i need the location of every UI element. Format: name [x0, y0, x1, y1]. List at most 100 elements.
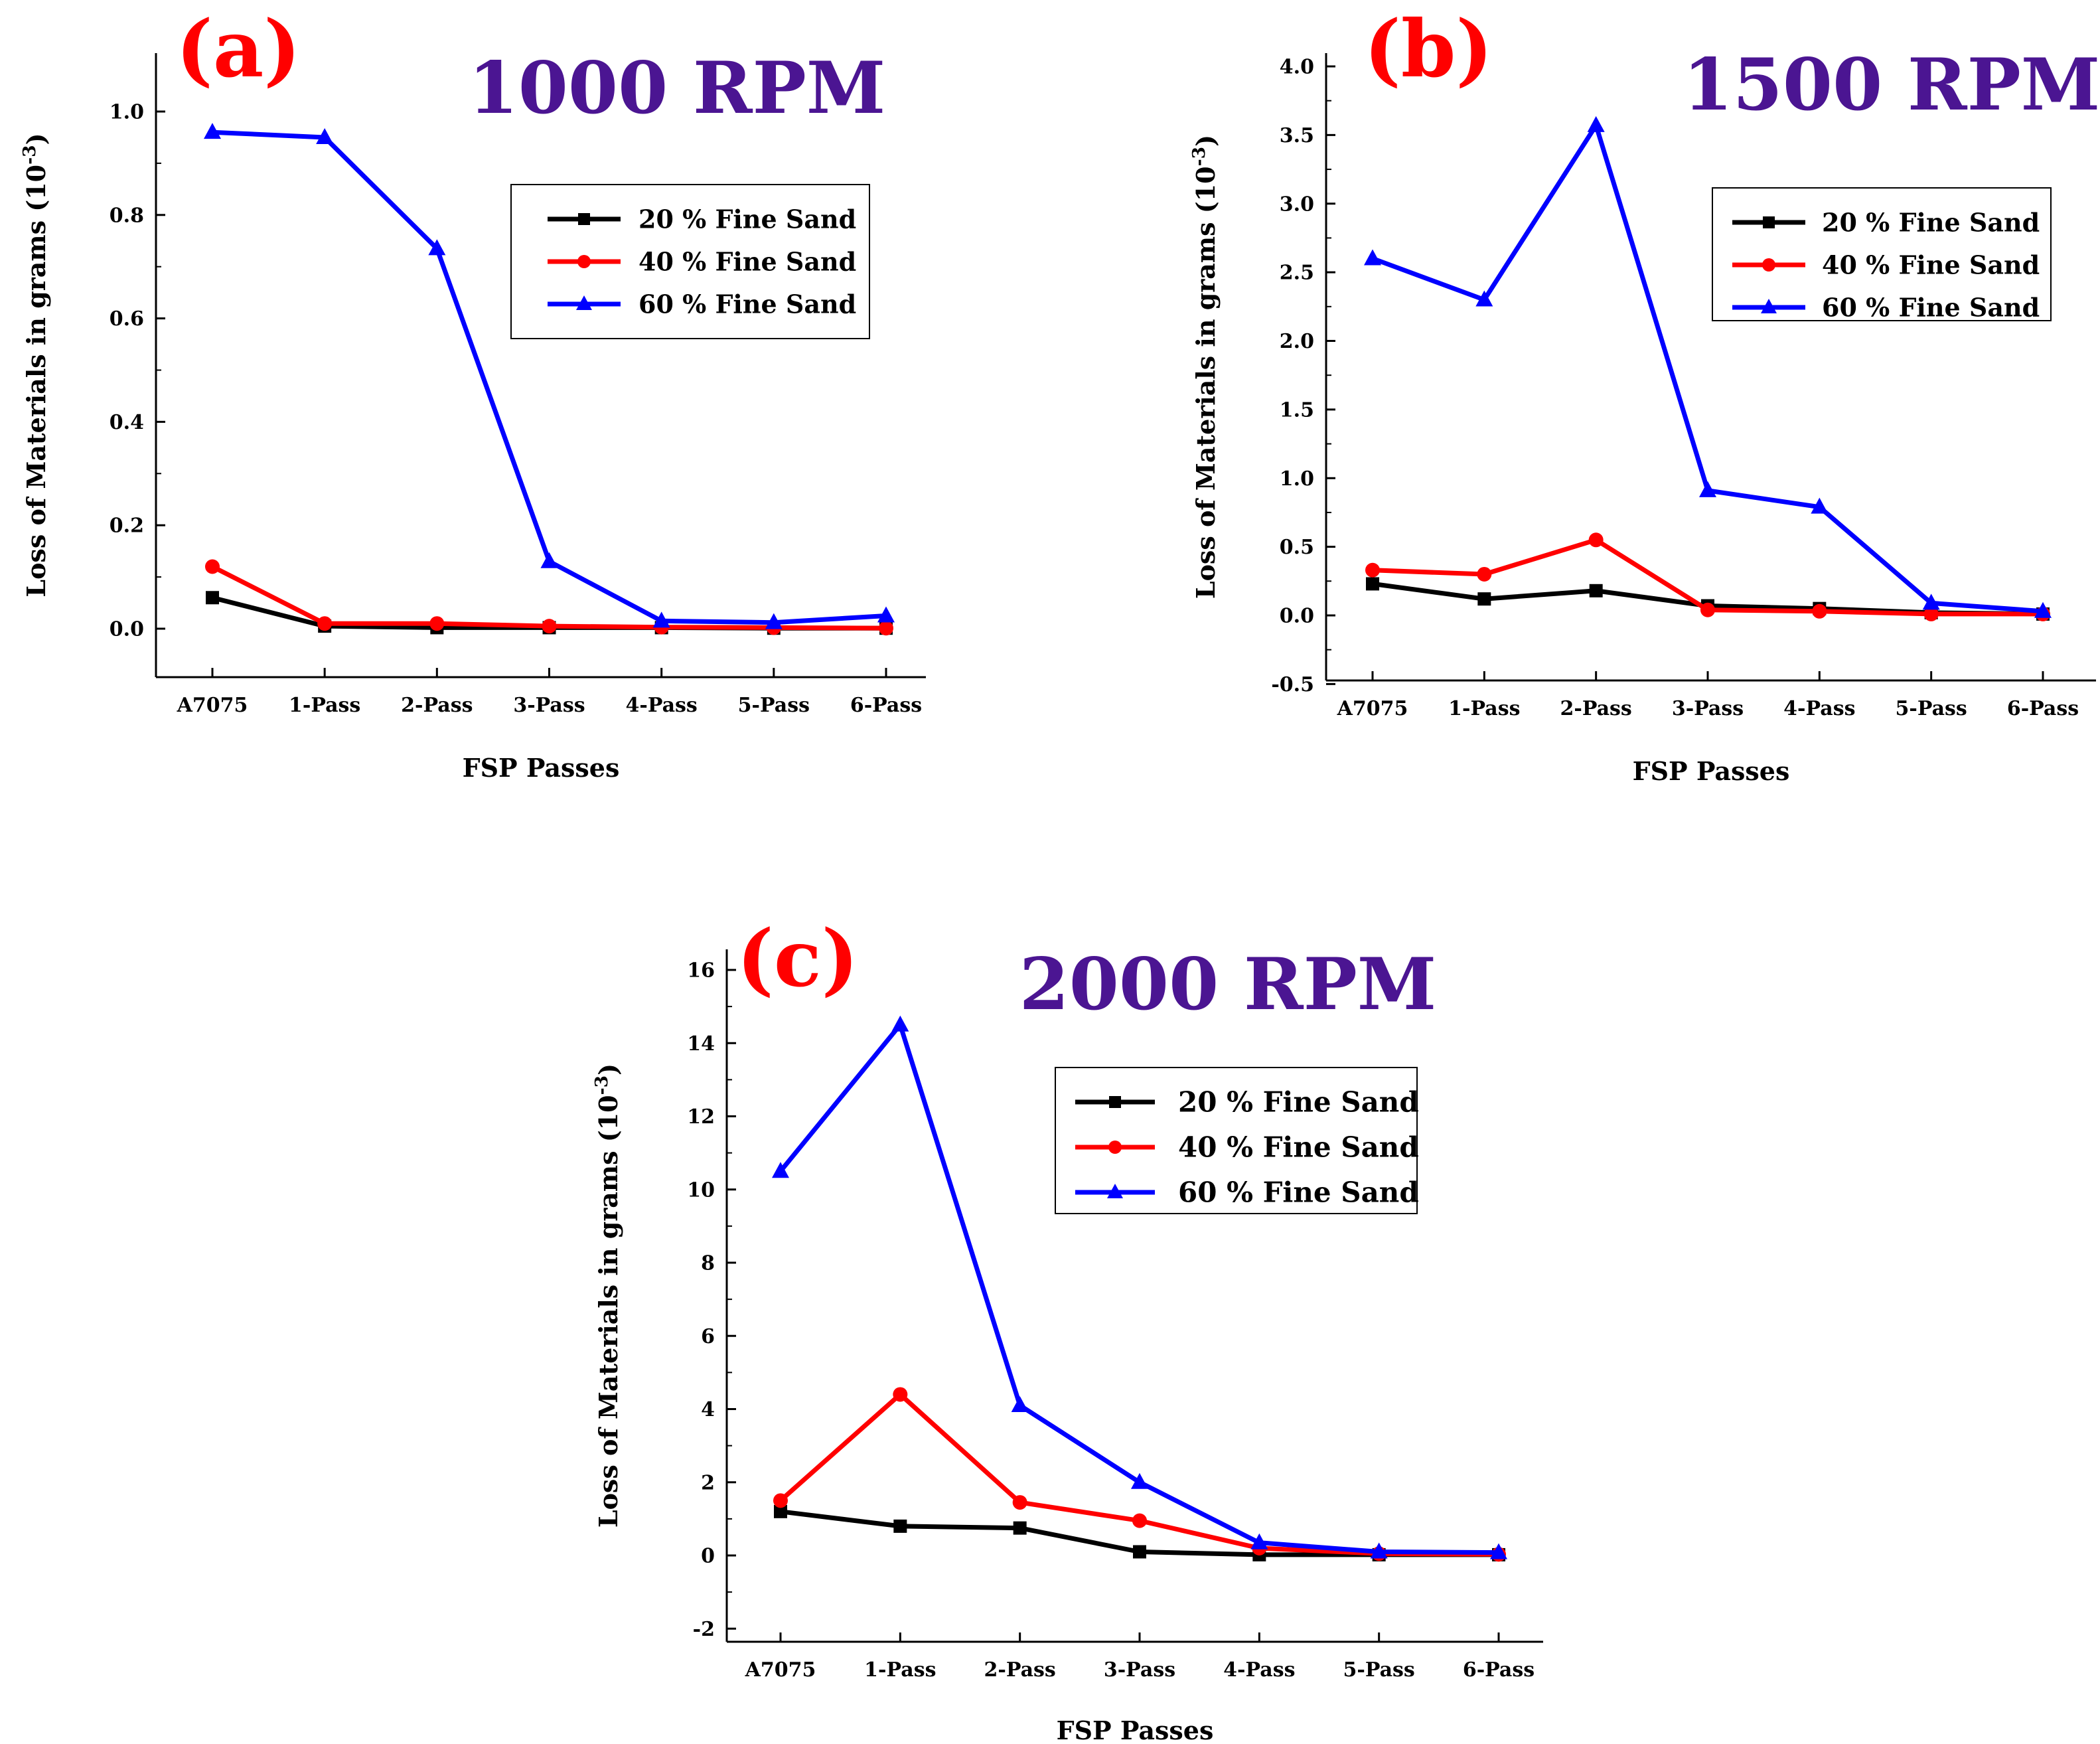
- panel-label: (b): [1364, 3, 1493, 95]
- data-point-circle: [429, 616, 445, 631]
- legend-marker-square: [1763, 216, 1775, 228]
- data-point-square: [206, 591, 219, 605]
- x-tick-label: 6-Pass: [1463, 1658, 1535, 1682]
- data-point-circle: [1477, 566, 1492, 582]
- y-axis-title-close: ): [1191, 135, 1221, 147]
- x-tick-label: 3-Pass: [1104, 1658, 1175, 1682]
- y-axis-title-close: ): [593, 1064, 623, 1075]
- legend-marker-circle: [1762, 258, 1775, 272]
- x-tick-label: 2-Pass: [984, 1658, 1056, 1682]
- x-tick-label: 4-Pass: [1223, 1658, 1295, 1682]
- y-tick-label: -0.5: [1271, 673, 1314, 696]
- y-tick-label: 0.4: [110, 411, 144, 434]
- data-point-circle: [1588, 532, 1604, 548]
- y-tick-label: 4: [701, 1398, 715, 1421]
- x-tick-label: 1-Pass: [289, 694, 360, 717]
- data-point-triangle: [877, 606, 895, 623]
- data-point-circle: [1012, 1495, 1027, 1510]
- x-tick-label: A7075: [177, 694, 248, 717]
- y-axis-title-text: Loss of Materials in grams (10: [593, 1095, 623, 1528]
- y-axis-title-text: Loss of Materials in grams (10: [1191, 166, 1221, 599]
- legend-marker-circle: [577, 255, 591, 268]
- x-tick-label: 6-Pass: [850, 694, 922, 717]
- legend-marker-square: [1109, 1096, 1121, 1108]
- data-point-triangle: [1370, 1542, 1388, 1559]
- legend-label-1: 20 % Fine Sand: [1178, 1086, 1419, 1119]
- y-tick-label: 2.0: [1280, 330, 1314, 353]
- data-point-square: [1366, 577, 1379, 591]
- data-point-triangle: [652, 611, 670, 628]
- y-tick-label: 0.8: [110, 204, 144, 227]
- data-point-triangle: [765, 613, 783, 629]
- y-tick-label: 1.0: [1280, 467, 1314, 491]
- data-point-triangle: [1131, 1472, 1148, 1489]
- data-point-triangle: [1490, 1543, 1507, 1559]
- data-point-triangle: [1811, 497, 1829, 514]
- data-point-triangle: [204, 123, 221, 139]
- x-axis-title: FSP Passes: [1057, 1715, 1214, 1744]
- x-tick-label: 6-Pass: [2007, 697, 2079, 720]
- x-tick-label: 5-Pass: [1896, 697, 1967, 720]
- legend-label-3: 60 % Fine Sand: [1178, 1176, 1419, 1209]
- y-axis-title: Loss of Materials in grams (10-3): [1189, 135, 1221, 599]
- data-point-triangle: [1699, 481, 1716, 497]
- y-tick-label: 0.0: [1280, 605, 1314, 628]
- legend-label-3: 60 % Fine Sand: [1822, 292, 2040, 322]
- y-axis-title-close: ): [21, 133, 51, 145]
- legend-marker-circle: [1108, 1141, 1122, 1154]
- panel-a: 0.0 0.2 0.4 0.6 0.8 1.0 A7075 1-Pass 2-Pass 3-Pas…: [19, 3, 926, 783]
- data-point-square: [1589, 584, 1603, 597]
- y-tick-label: 2.5: [1280, 262, 1314, 285]
- legend-label-3: 60 % Fine Sand: [638, 289, 856, 319]
- y-tick-label: 1.5: [1280, 398, 1314, 422]
- legend-label-1: 20 % Fine Sand: [638, 204, 856, 234]
- y-tick-label: 16: [687, 959, 715, 983]
- y-axis-title: Loss of Materials in grams (10-3): [19, 133, 51, 597]
- legend-marker-triangle: [576, 295, 592, 310]
- x-tick-label: A7075: [1337, 697, 1408, 720]
- data-point-triangle: [316, 127, 334, 144]
- data-point-circle: [1132, 1513, 1147, 1528]
- data-point-triangle: [1922, 594, 1940, 610]
- y-axis-title-exponent: -3: [1189, 147, 1209, 167]
- x-axis-title: FSP Passes: [1633, 756, 1790, 786]
- y-tick-label: 0: [701, 1545, 715, 1568]
- panel-label: (a): [176, 3, 301, 95]
- y-tick-label: 10: [687, 1178, 715, 1202]
- y-tick-label: 12: [687, 1105, 715, 1129]
- legend-label-2: 40 % Fine Sand: [638, 246, 856, 276]
- x-tick-label: 5-Pass: [738, 694, 810, 717]
- data-point-square: [1013, 1521, 1027, 1535]
- y-tick-label: 14: [687, 1032, 715, 1056]
- x-axis-title: FSP Passes: [463, 753, 620, 783]
- data-point-triangle: [1250, 1533, 1268, 1549]
- data-point-triangle: [2034, 601, 2052, 618]
- y-tick-label: 8: [701, 1252, 715, 1275]
- data-point-circle: [893, 1387, 908, 1402]
- x-tick-label: A7075: [745, 1658, 816, 1682]
- y-tick-label: 3.5: [1280, 124, 1314, 147]
- legend-label-2: 40 % Fine Sand: [1822, 250, 2040, 279]
- data-point-triangle: [772, 1162, 789, 1178]
- y-tick-label: 0.5: [1280, 536, 1314, 559]
- panel-b: -0.5 0.0 0.5 1.0 1.5 2.0 2.5 3.0 3.5 4.0 A7075 1-Pa…: [1189, 3, 2100, 786]
- y-axis-title-exponent: -3: [591, 1075, 612, 1095]
- data-point-square: [893, 1519, 907, 1533]
- data-point-circle: [317, 616, 333, 631]
- data-point-triangle: [1364, 249, 1381, 266]
- legend-marker-square: [578, 213, 590, 225]
- data-point-circle: [1812, 603, 1827, 619]
- y-tick-label: 2: [701, 1471, 715, 1494]
- x-tick-label: 3-Pass: [1672, 697, 1744, 720]
- y-tick-label: 6: [701, 1325, 715, 1348]
- chart-title: 1000 RPM: [469, 46, 886, 130]
- data-point-triangle: [540, 552, 558, 568]
- y-axis-title-text: Loss of Materials in grams (10: [21, 165, 51, 597]
- data-point-circle: [1700, 602, 1715, 617]
- data-point-triangle: [428, 239, 446, 256]
- y-tick-label: 0.2: [110, 515, 144, 538]
- data-point-circle: [205, 559, 220, 574]
- x-tick-label: 4-Pass: [1783, 697, 1855, 720]
- y-tick-label: 0.6: [110, 307, 144, 331]
